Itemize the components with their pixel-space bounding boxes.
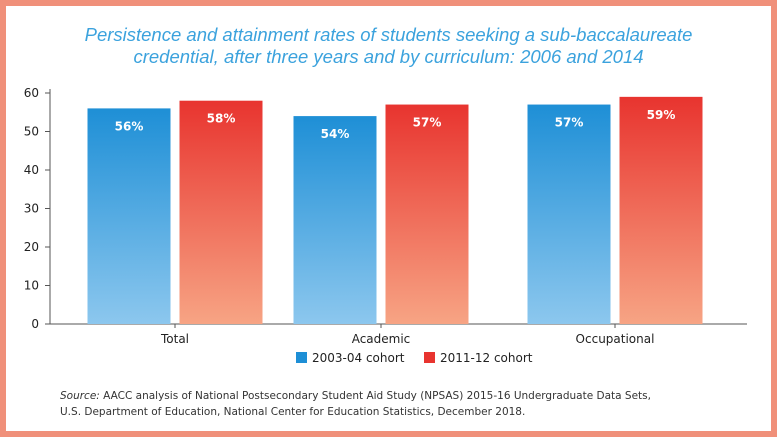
x-tick-label: Academic <box>352 332 411 346</box>
bar-data-label: 57% <box>413 116 442 130</box>
y-tick-label: 10 <box>24 279 39 293</box>
y-tick-label: 40 <box>24 163 39 177</box>
legend-label-series-2: 2011-12 cohort <box>440 351 533 365</box>
bar-occupational-series-2 <box>619 96 703 324</box>
bar-total-series-1 <box>87 108 171 325</box>
legend-label-series-1: 2003-04 cohort <box>312 351 405 365</box>
y-tick-label: 30 <box>24 202 39 216</box>
bar-data-label: 56% <box>115 119 144 133</box>
bar-data-label: 58% <box>207 112 236 126</box>
legend-swatch-series-1 <box>296 352 307 363</box>
bar-data-label: 54% <box>321 127 350 141</box>
chart-title-line-2: credential, after three years and by cur… <box>133 46 644 67</box>
y-tick-label: 20 <box>24 240 39 254</box>
legend: 2003-04 cohort 2011-12 cohort <box>296 351 533 365</box>
source-line-2: U.S. Department of Education, National C… <box>60 406 526 418</box>
y-tick-label: 60 <box>24 86 39 100</box>
y-tick-label: 50 <box>24 125 39 139</box>
chart-title-line-1: Persistence and attainment rates of stud… <box>84 24 693 45</box>
chart-title: Persistence and attainment rates of stud… <box>20 24 757 68</box>
x-tick-label: Total <box>160 332 189 346</box>
bar-total-series-2 <box>179 100 263 324</box>
source-text-1: AACC analysis of National Postsecondary … <box>99 390 651 402</box>
source-note: Source: AACC analysis of National Postse… <box>60 388 760 420</box>
source-line-1: Source: AACC analysis of National Postse… <box>60 388 760 404</box>
bar-academic-series-1 <box>293 116 377 324</box>
bar-occupational-series-1 <box>527 104 611 324</box>
legend-swatch-series-2 <box>424 352 435 363</box>
bar-academic-series-2 <box>385 104 469 324</box>
bars: 56% 58% 54% 57% 57% 59% <box>87 96 703 325</box>
bar-data-label: 59% <box>647 108 676 122</box>
bar-data-label: 57% <box>555 116 584 130</box>
x-tick-label: Occupational <box>576 332 655 346</box>
y-tick-label: 0 <box>31 317 39 331</box>
source-label: Source: <box>60 390 100 402</box>
